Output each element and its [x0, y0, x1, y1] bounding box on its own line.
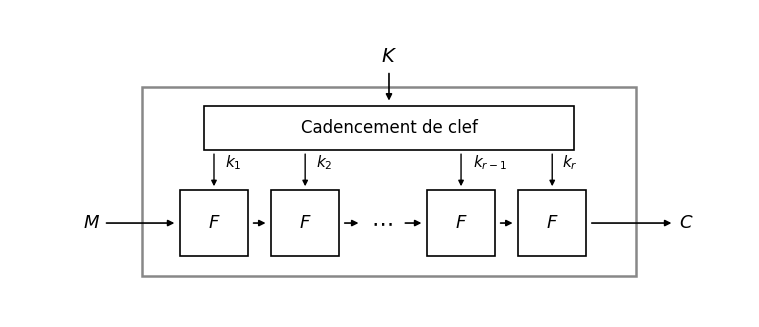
Text: $F$: $F$ [208, 214, 220, 232]
Text: $k_1$: $k_1$ [225, 153, 241, 172]
Text: $k_r$: $k_r$ [562, 153, 578, 172]
Text: $C$: $C$ [679, 214, 693, 232]
FancyBboxPatch shape [142, 87, 636, 276]
Text: $F$: $F$ [455, 214, 468, 232]
Text: Cadencement de clef: Cadencement de clef [301, 119, 477, 137]
Text: $M$: $M$ [83, 214, 100, 232]
Text: $\cdots$: $\cdots$ [371, 213, 392, 233]
Text: $k_{r-1}$: $k_{r-1}$ [473, 153, 507, 172]
FancyBboxPatch shape [427, 190, 495, 256]
FancyBboxPatch shape [180, 190, 247, 256]
Text: $F$: $F$ [299, 214, 311, 232]
FancyBboxPatch shape [272, 190, 339, 256]
FancyBboxPatch shape [203, 106, 575, 150]
Text: $k_2$: $k_2$ [316, 153, 332, 172]
FancyBboxPatch shape [518, 190, 586, 256]
Text: $K$: $K$ [381, 47, 397, 66]
Text: $F$: $F$ [546, 214, 559, 232]
